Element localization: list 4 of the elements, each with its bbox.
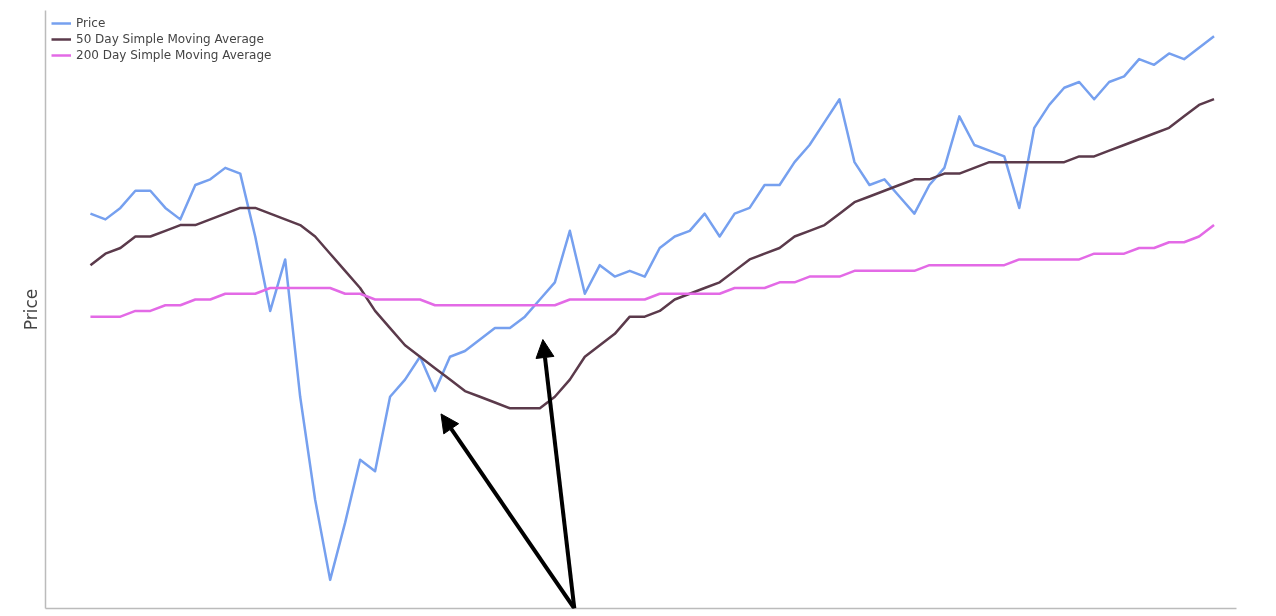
legend-label: 200 Day Simple Moving Average bbox=[76, 48, 272, 62]
legend-label: 50 Day Simple Moving Average bbox=[76, 32, 264, 46]
y-axis-title: Price bbox=[20, 288, 41, 331]
legend-label: Price bbox=[76, 16, 106, 30]
